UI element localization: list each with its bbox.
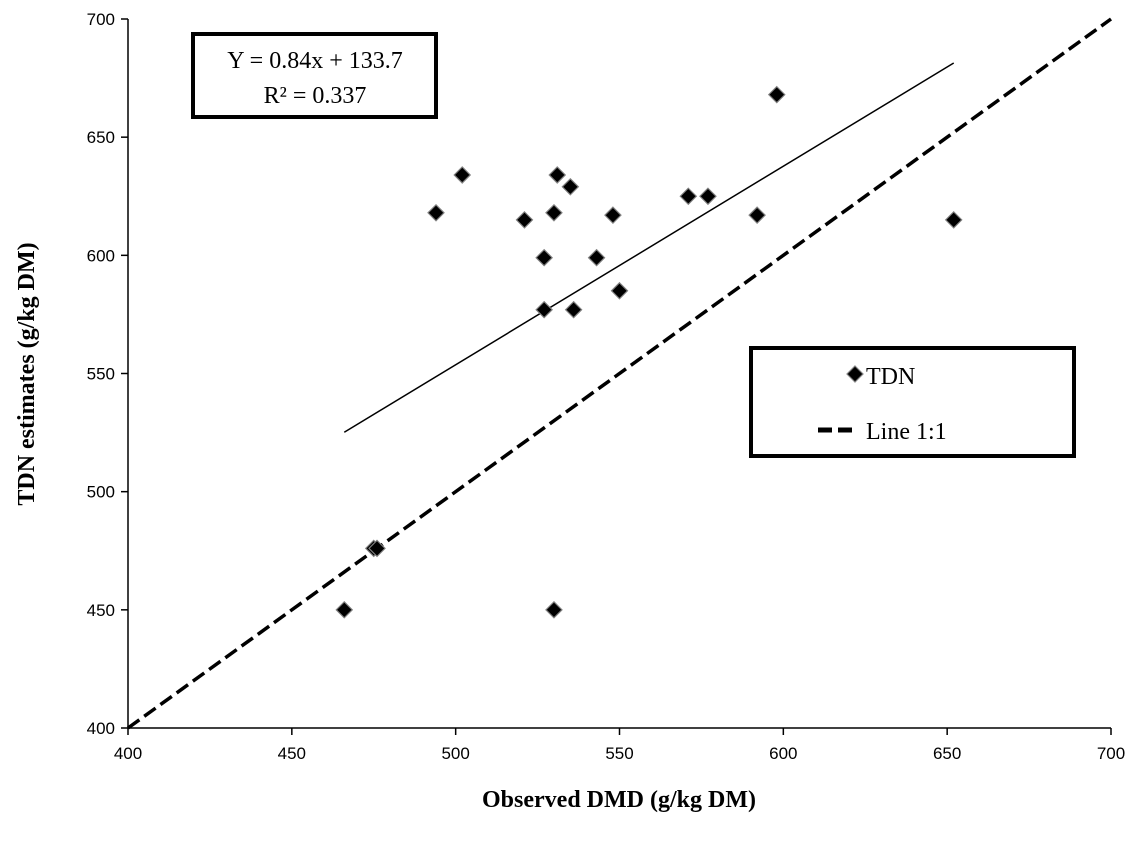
x-axis-ticks: 400 450 500 550 600 650 700 [114,728,1125,763]
x-tick-label: 400 [114,744,142,763]
r-squared-value: R² = 0.337 [264,83,367,109]
y-tick-label: 600 [87,246,115,265]
data-point [453,166,472,184]
data-point [335,600,354,619]
data-point [604,206,622,225]
plot-lines [126,17,1113,730]
equation-box-frame [191,32,438,119]
line-1-1 [126,17,1113,730]
data-point [679,187,698,206]
legend-diamond-marker [846,365,864,383]
data-points [335,85,963,619]
data-point [564,300,583,319]
data-point [699,187,717,206]
data-point [535,300,553,319]
y-axis-ticks: 400 450 500 550 600 650 700 [87,10,128,738]
legend-frame [749,346,1076,458]
data-point [610,281,629,300]
data-point [545,600,563,619]
data-point [545,203,563,222]
x-tick-label: 550 [605,744,633,763]
data-point [944,211,963,229]
y-tick-label: 500 [87,483,115,502]
x-tick-label: 450 [278,744,306,763]
data-point [748,206,766,225]
legend-label-line-1-1: Line 1:1 [866,419,947,445]
x-tick-label: 500 [441,744,469,763]
data-point [767,85,786,104]
data-point [368,539,386,558]
data-point [535,248,553,267]
x-tick-label: 600 [769,744,797,763]
y-tick-label: 650 [87,128,115,147]
equation-box: Y = 0.84x + 133.7 R² = 0.337 [191,32,438,119]
data-point [427,203,445,222]
data-point [587,248,606,267]
x-tick-label: 700 [1097,744,1125,763]
trendline-equation: Y = 0.84x + 133.7 [227,48,403,74]
y-axis-title: TDN estimates (g/kg DM) [14,242,40,505]
data-point [561,177,580,196]
x-tick-label: 650 [933,744,961,763]
y-tick-label: 450 [87,601,115,620]
x-axis-title: Observed DMD (g/kg DM) [482,787,756,813]
y-tick-label: 400 [87,719,115,738]
legend-label-tdn: TDN [866,364,915,390]
legend: TDN Line 1:1 [749,346,1076,458]
legend-diamond [846,365,864,383]
data-point [548,166,567,184]
y-tick-label: 550 [87,365,115,384]
trendline [343,62,955,433]
y-tick-label: 700 [87,10,115,29]
data-point [515,211,534,229]
